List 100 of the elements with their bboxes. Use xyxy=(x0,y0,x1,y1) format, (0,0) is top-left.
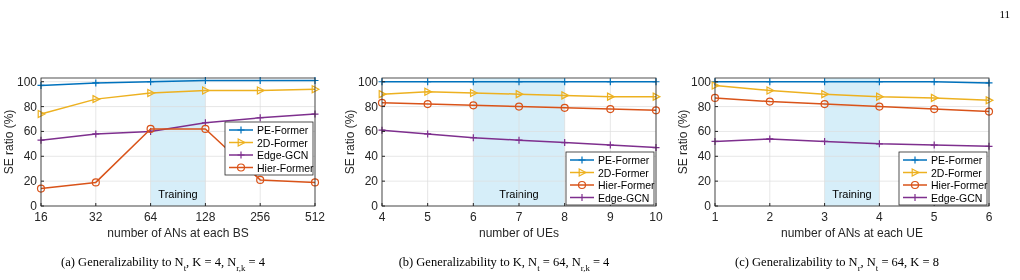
legend-label: Edge-GCN xyxy=(598,191,650,204)
point xyxy=(378,90,387,99)
text: (b) Generalizability to K, N$_{t}$ = 64, N$_{r,k}$ = 4 xyxy=(398,255,611,273)
point xyxy=(765,134,774,143)
point xyxy=(710,93,720,102)
y-tick-label: 0 xyxy=(704,199,712,213)
x-tick-label: 6 xyxy=(985,210,993,224)
point xyxy=(423,100,432,109)
band-label: Training xyxy=(158,188,198,200)
legend-label: 2D-Former xyxy=(598,166,650,179)
x-tick-label: 64 xyxy=(143,210,158,224)
point xyxy=(561,91,570,100)
point xyxy=(515,90,524,99)
x-tick-label: 1 xyxy=(711,210,719,224)
x-axis-title: number of UEs xyxy=(478,226,560,240)
text: (a) Generalizability to N$_{t}$, K = 4, N$_{r,k}$ = 4 xyxy=(61,255,266,273)
point xyxy=(875,102,884,111)
point xyxy=(424,87,433,96)
x-tick-label: 8 xyxy=(561,210,569,224)
point xyxy=(765,97,774,106)
legend-label: Hier-Former xyxy=(931,179,989,191)
point xyxy=(202,86,210,95)
point xyxy=(560,103,569,112)
point xyxy=(930,93,939,102)
point xyxy=(984,107,994,116)
point xyxy=(606,141,615,150)
y-tick-label: 100 xyxy=(357,74,379,89)
y-tick-label: 60 xyxy=(23,124,38,139)
point xyxy=(469,88,478,98)
legend-label: Hier-Former xyxy=(598,179,656,191)
y-tick-label: 80 xyxy=(364,99,379,114)
y-tick-label: 60 xyxy=(364,124,379,139)
point xyxy=(256,175,265,184)
point xyxy=(423,129,432,139)
x-tick-label: 256 xyxy=(250,210,271,224)
legend-label: 2D-Former xyxy=(931,166,983,179)
point xyxy=(377,98,387,107)
point xyxy=(985,96,994,105)
x-tick-label: 2 xyxy=(766,210,774,224)
y-axis-title: SE ratio (%) xyxy=(343,109,357,175)
point xyxy=(91,178,100,187)
point xyxy=(514,102,524,111)
y-tick-label: 0 xyxy=(371,199,379,213)
x-tick-label: 7 xyxy=(515,210,523,224)
point xyxy=(652,92,661,101)
legend-label: Edge-GCN xyxy=(257,149,309,161)
x-tick-label: 3 xyxy=(821,210,829,224)
point xyxy=(821,90,830,99)
y-tick-label: 100 xyxy=(690,74,712,89)
x-tick-label: 512 xyxy=(304,210,326,224)
point xyxy=(92,95,101,104)
x-tick-label: 128 xyxy=(195,210,216,224)
point xyxy=(930,141,939,150)
x-tick-label: 5 xyxy=(930,210,938,224)
y-axis-title: SE ratio (%) xyxy=(2,109,16,175)
y-tick-label: 80 xyxy=(697,99,712,114)
point xyxy=(36,184,46,193)
point xyxy=(875,139,884,148)
point xyxy=(514,77,524,86)
y-tick-label: 80 xyxy=(23,99,38,114)
point xyxy=(876,92,884,101)
point xyxy=(311,85,320,94)
y-tick-label: 40 xyxy=(697,149,712,164)
legend-label: PE-Former xyxy=(257,124,309,136)
point xyxy=(930,104,939,114)
point xyxy=(201,124,210,134)
y-tick-label: 20 xyxy=(23,174,38,189)
band-label: Training xyxy=(832,188,872,200)
legend-label: 2D-Former xyxy=(257,136,309,149)
point xyxy=(91,78,100,88)
x-tick-label: 16 xyxy=(34,210,48,224)
point xyxy=(256,86,265,95)
legend-label: PE-Former xyxy=(931,154,983,166)
y-tick-label: 100 xyxy=(16,74,38,89)
point xyxy=(91,129,100,139)
y-tick-label: 40 xyxy=(364,149,379,164)
y-axis-title: SE ratio (%) xyxy=(676,109,690,175)
point xyxy=(711,81,720,90)
x-tick-label: 6 xyxy=(469,210,477,224)
legend-label: PE-Former xyxy=(598,154,650,166)
y-tick-label: 20 xyxy=(697,174,712,189)
point xyxy=(469,101,478,110)
legend-label: Edge-GCN xyxy=(931,191,983,204)
text: 11 xyxy=(999,8,1010,20)
y-tick-label: 0 xyxy=(30,199,38,213)
x-tick-label: 9 xyxy=(606,210,614,224)
y-tick-label: 40 xyxy=(23,149,38,164)
point xyxy=(766,86,775,95)
point xyxy=(606,92,615,101)
y-tick-label: 20 xyxy=(364,174,379,189)
text: (c) Generalizability to N$_{r}$, N$_{t}$ = 64, K = 8 xyxy=(735,255,939,273)
band-label: Training xyxy=(499,188,539,200)
point xyxy=(514,136,524,145)
x-tick-label: 32 xyxy=(89,210,103,224)
point xyxy=(310,178,320,187)
x-axis-title: number of ANs at each BS xyxy=(107,226,249,240)
x-tick-label: 4 xyxy=(876,210,884,224)
x-tick-label: 10 xyxy=(649,210,663,224)
legend-label: Hier-Former xyxy=(257,161,315,174)
x-tick-label: 5 xyxy=(424,210,432,224)
